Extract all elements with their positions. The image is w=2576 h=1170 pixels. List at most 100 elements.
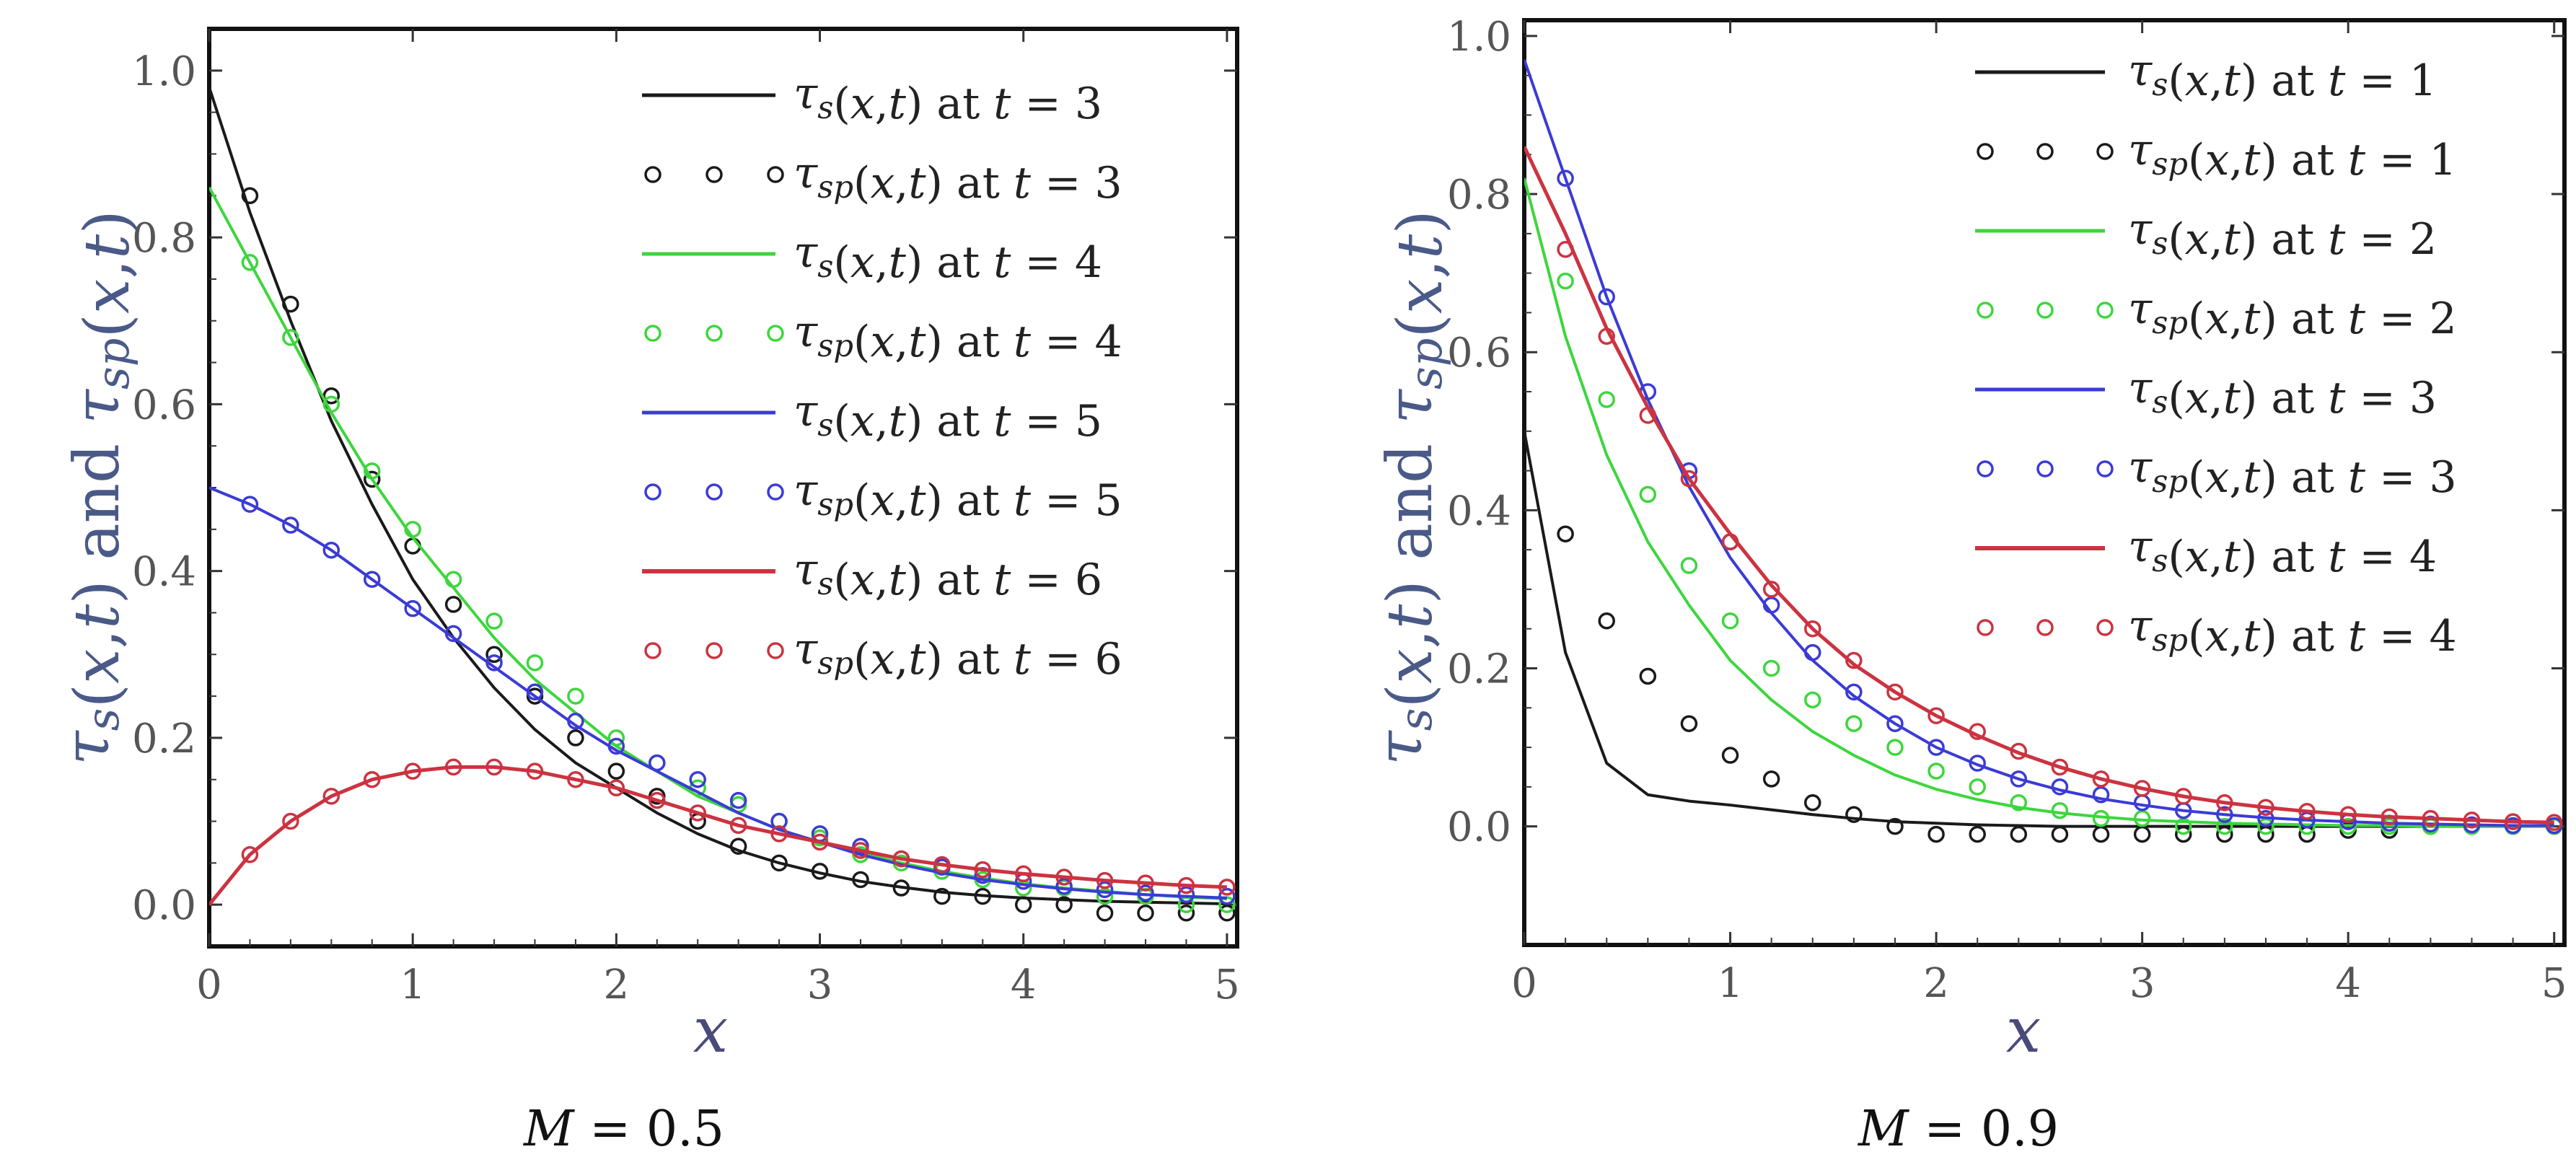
data-point (1845, 806, 1863, 823)
legend-marker (705, 325, 723, 342)
data-point (1886, 817, 1904, 835)
data-layer (209, 87, 1236, 922)
legend-marker (767, 325, 784, 342)
y-tick-label: 0.6 (132, 382, 196, 428)
data-point (1557, 272, 1574, 290)
data-point (2051, 801, 2069, 819)
data-point (1886, 715, 1904, 732)
legend-marker (644, 166, 661, 183)
data-point (607, 762, 625, 780)
data-point (1927, 762, 1945, 780)
data-point (933, 855, 951, 874)
x-tick-label: 5 (1214, 962, 1240, 1008)
data-point (1969, 723, 1986, 740)
legend-entry: τsp(x,t) at t = 5 (794, 465, 1122, 526)
data-point (363, 462, 381, 480)
x-tick-label: 2 (1923, 960, 1949, 1007)
data-point (1721, 612, 1739, 630)
legend-marker (1977, 302, 1994, 319)
data-point (526, 762, 544, 780)
x-tick-label: 0 (1511, 960, 1537, 1007)
data-point (1845, 651, 1863, 669)
data-point (322, 395, 340, 413)
data-point (2463, 816, 2481, 834)
data-point (2133, 825, 2151, 843)
data-point (2216, 817, 2233, 835)
legend-marker (2096, 619, 2114, 636)
legend-entry: τs(x,t) at t = 3 (2128, 363, 2437, 423)
data-point (2216, 825, 2233, 843)
data-point (2381, 808, 2399, 826)
data-point (282, 329, 299, 346)
legend-marker (2096, 460, 2114, 478)
series-line (209, 87, 1227, 906)
y-tick-label: 0.0 (1447, 804, 1511, 851)
data-point (689, 804, 706, 822)
legend-marker (2036, 143, 2054, 160)
plot-frame (1522, 18, 2567, 947)
data-point (2174, 817, 2192, 835)
x-tick-label: 1 (1718, 960, 1744, 1007)
data-point (1969, 778, 1986, 796)
data-point (2422, 809, 2440, 827)
data-point (2010, 742, 2028, 760)
data-point (1927, 739, 1945, 756)
legend-marker (767, 642, 784, 659)
data-point (2339, 817, 2357, 835)
data-point (729, 817, 747, 835)
data-point (1639, 667, 1657, 685)
data-point (1218, 879, 1236, 896)
x-axis-label: x (2006, 995, 2041, 1067)
data-point (1096, 904, 1114, 922)
panel-caption: M = 0.9 (1857, 1101, 2059, 1158)
legend-marker (2096, 143, 2114, 160)
legend-entry: τsp(x,t) at t = 1 (2128, 125, 2457, 185)
data-point (2216, 794, 2233, 811)
x-tick-label: 2 (604, 962, 630, 1008)
legend-marker (1977, 460, 1994, 478)
y-tick-label: 0.4 (132, 549, 196, 596)
data-point (2257, 799, 2274, 817)
data-point (444, 596, 462, 613)
data-point (1804, 691, 1821, 709)
data-point (322, 788, 340, 805)
data-point (1639, 485, 1657, 503)
data-point (2051, 758, 2069, 776)
legend-entry: τs(x,t) at t = 4 (794, 227, 1102, 288)
data-point (1762, 581, 1780, 598)
data-point (1137, 904, 1154, 922)
data-point (1680, 557, 1698, 574)
y-tick-label: 0.8 (132, 215, 196, 262)
data-point (1639, 407, 1657, 424)
data-point (607, 737, 625, 755)
legend-marker (705, 642, 723, 659)
data-point (2174, 788, 2192, 805)
data-point (1804, 643, 1821, 661)
data-point (852, 871, 869, 889)
data-point (1969, 825, 1986, 843)
data-point (933, 887, 951, 905)
y-tick-label: 0.2 (1447, 646, 1511, 692)
legend-marker (2036, 460, 2054, 478)
data-point (1721, 747, 1739, 764)
data-point (363, 470, 381, 488)
data-point (1014, 865, 1032, 883)
data-point (444, 758, 462, 776)
data-point (2051, 778, 2069, 796)
legend-marker (644, 483, 661, 501)
y-tick-label: 0.8 (1447, 172, 1511, 219)
data-point (689, 770, 706, 788)
data-point (974, 887, 992, 905)
data-point (1804, 794, 1821, 811)
data-point (282, 295, 299, 313)
x-tick-label: 4 (1011, 962, 1037, 1008)
data-point (1680, 715, 1698, 732)
data-point (1137, 884, 1154, 902)
data-point (526, 683, 544, 701)
data-point (1969, 755, 1986, 772)
legend-entry: τs(x,t) at t = 4 (2128, 522, 2437, 582)
data-point (485, 654, 503, 672)
data-point (2133, 780, 2151, 797)
data-point (770, 812, 788, 830)
